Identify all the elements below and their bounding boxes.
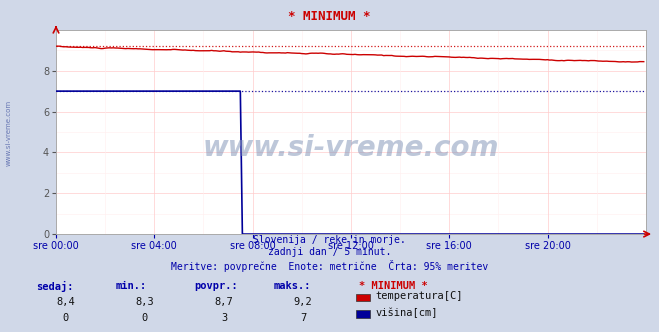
Text: zadnji dan / 5 minut.: zadnji dan / 5 minut. [268, 247, 391, 257]
Text: 7: 7 [300, 313, 306, 323]
Text: 9,2: 9,2 [294, 297, 312, 307]
Text: Meritve: povprečne  Enote: metrične  Črta: 95% meritev: Meritve: povprečne Enote: metrične Črta:… [171, 260, 488, 272]
Text: 0: 0 [142, 313, 148, 323]
Text: Slovenija / reke in morje.: Slovenija / reke in morje. [253, 235, 406, 245]
Text: min.:: min.: [115, 281, 146, 290]
Text: višina[cm]: višina[cm] [376, 308, 438, 318]
Text: sedaj:: sedaj: [36, 281, 74, 291]
Text: * MINIMUM *: * MINIMUM * [359, 281, 428, 290]
Text: www.si-vreme.com: www.si-vreme.com [203, 134, 499, 162]
Text: maks.:: maks.: [273, 281, 311, 290]
Text: temperatura[C]: temperatura[C] [376, 291, 463, 301]
Text: 8,4: 8,4 [57, 297, 75, 307]
Text: 8,3: 8,3 [136, 297, 154, 307]
Text: * MINIMUM *: * MINIMUM * [288, 10, 371, 23]
Text: 0: 0 [63, 313, 69, 323]
Text: 3: 3 [221, 313, 227, 323]
Text: 8,7: 8,7 [215, 297, 233, 307]
Text: povpr.:: povpr.: [194, 281, 238, 290]
Text: www.si-vreme.com: www.si-vreme.com [5, 100, 11, 166]
